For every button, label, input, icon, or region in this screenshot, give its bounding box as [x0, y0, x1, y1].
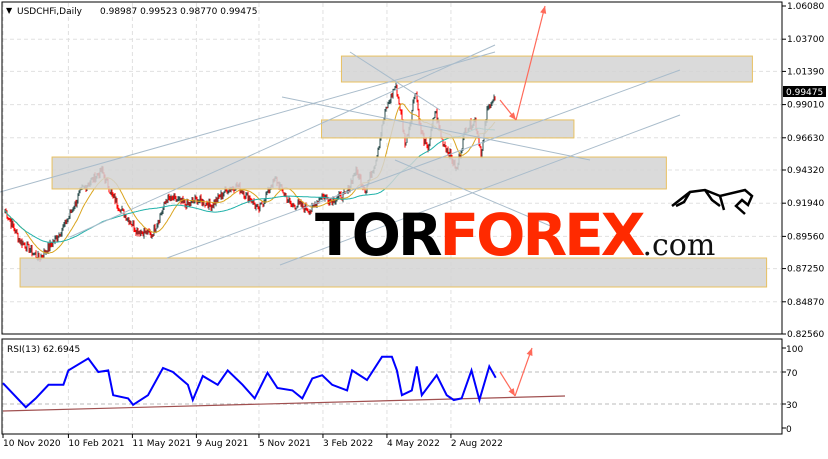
rsi-tick-label: 70 [786, 369, 798, 379]
rsi-pane [1, 338, 783, 435]
arrow-head [508, 112, 516, 120]
trendline [279, 114, 681, 266]
x-tick-label: 3 Feb 2022 [323, 439, 373, 449]
trendline [281, 96, 591, 161]
forecast-arrow [514, 347, 533, 397]
y-tick-label: 0.87250 [787, 265, 824, 275]
y-tick-label: 0.99010 [787, 101, 824, 111]
forecast-arrow [515, 5, 546, 121]
x-tick-label: 10 Feb 2021 [68, 439, 124, 449]
arrow-head [508, 388, 515, 396]
rsi-indicator [2, 355, 566, 412]
x-tick-label: 9 Aug 2021 [196, 439, 248, 449]
y-tick-label: 1.06080 [787, 2, 824, 12]
logo-forex: FOREX [440, 201, 645, 269]
logo: TORFOREX.com [315, 188, 754, 269]
y-tick-label: 0.91940 [787, 199, 824, 209]
main-pane [1, 1, 783, 335]
rsi-tick-label: 100 [786, 345, 803, 355]
rsi-line [2, 355, 497, 409]
rsi-label: RSI(13) 62.6945 [7, 345, 80, 355]
ma-fast-line [4, 103, 496, 254]
rsi-tick-label: 0 [786, 425, 792, 435]
rsi-trendline [2, 395, 566, 412]
trendlines [0, 44, 681, 266]
trendline [0, 51, 496, 193]
y-tick-label: 1.03700 [787, 35, 824, 45]
x-tick-label: 4 May 2022 [387, 439, 440, 449]
price-zone [340, 55, 753, 83]
rsi-tick-label: 30 [786, 401, 798, 411]
arrow-head [540, 6, 547, 14]
trendline [69, 44, 496, 238]
current-price-tag [783, 86, 826, 97]
y-tick-label: 0.89560 [787, 232, 824, 242]
y-tick-label: 0.84870 [787, 298, 824, 308]
triangle-down-icon[interactable]: ▼ [6, 6, 13, 15]
trendline [349, 51, 441, 111]
price-zone [321, 119, 575, 139]
y-tick-label: 0.96630 [787, 134, 824, 144]
current-price: 0.99475 [786, 88, 823, 98]
date-axis: 10 Nov 2020 10 Feb 2021 11 May 2021 9 Aug 2… [2, 434, 503, 449]
trendline [394, 159, 561, 231]
zones [19, 55, 768, 288]
price-zone [19, 257, 768, 288]
trendline [166, 69, 681, 259]
logo-text: TORFOREX.com [315, 201, 715, 269]
logo-com: .com [642, 228, 715, 263]
ohlc-values: 0.98987 0.99523 0.98770 0.99475 [100, 7, 257, 17]
forecast-arrows [499, 5, 547, 397]
logo-tor: TOR [315, 201, 442, 269]
y-tick-label: 0.94320 [787, 166, 824, 176]
x-tick-label: 11 May 2021 [132, 439, 191, 449]
x-tick-label: 2 Aug 2022 [451, 439, 503, 449]
y-tick-label: 1.01390 [787, 67, 824, 77]
price-zone [51, 156, 667, 190]
x-tick-label: 10 Nov 2020 [3, 439, 61, 449]
price-axis: 1.06080 1.03700 1.01390 0.99010 0.96630 0.943… [782, 2, 824, 435]
arrow-head [526, 348, 533, 356]
bull-icon [671, 188, 754, 215]
y-tick-label: 0.82560 [787, 330, 824, 340]
x-tick-label: 5 Nov 2021 [259, 439, 311, 449]
symbol-label: USDCHFi,Daily [17, 7, 83, 17]
